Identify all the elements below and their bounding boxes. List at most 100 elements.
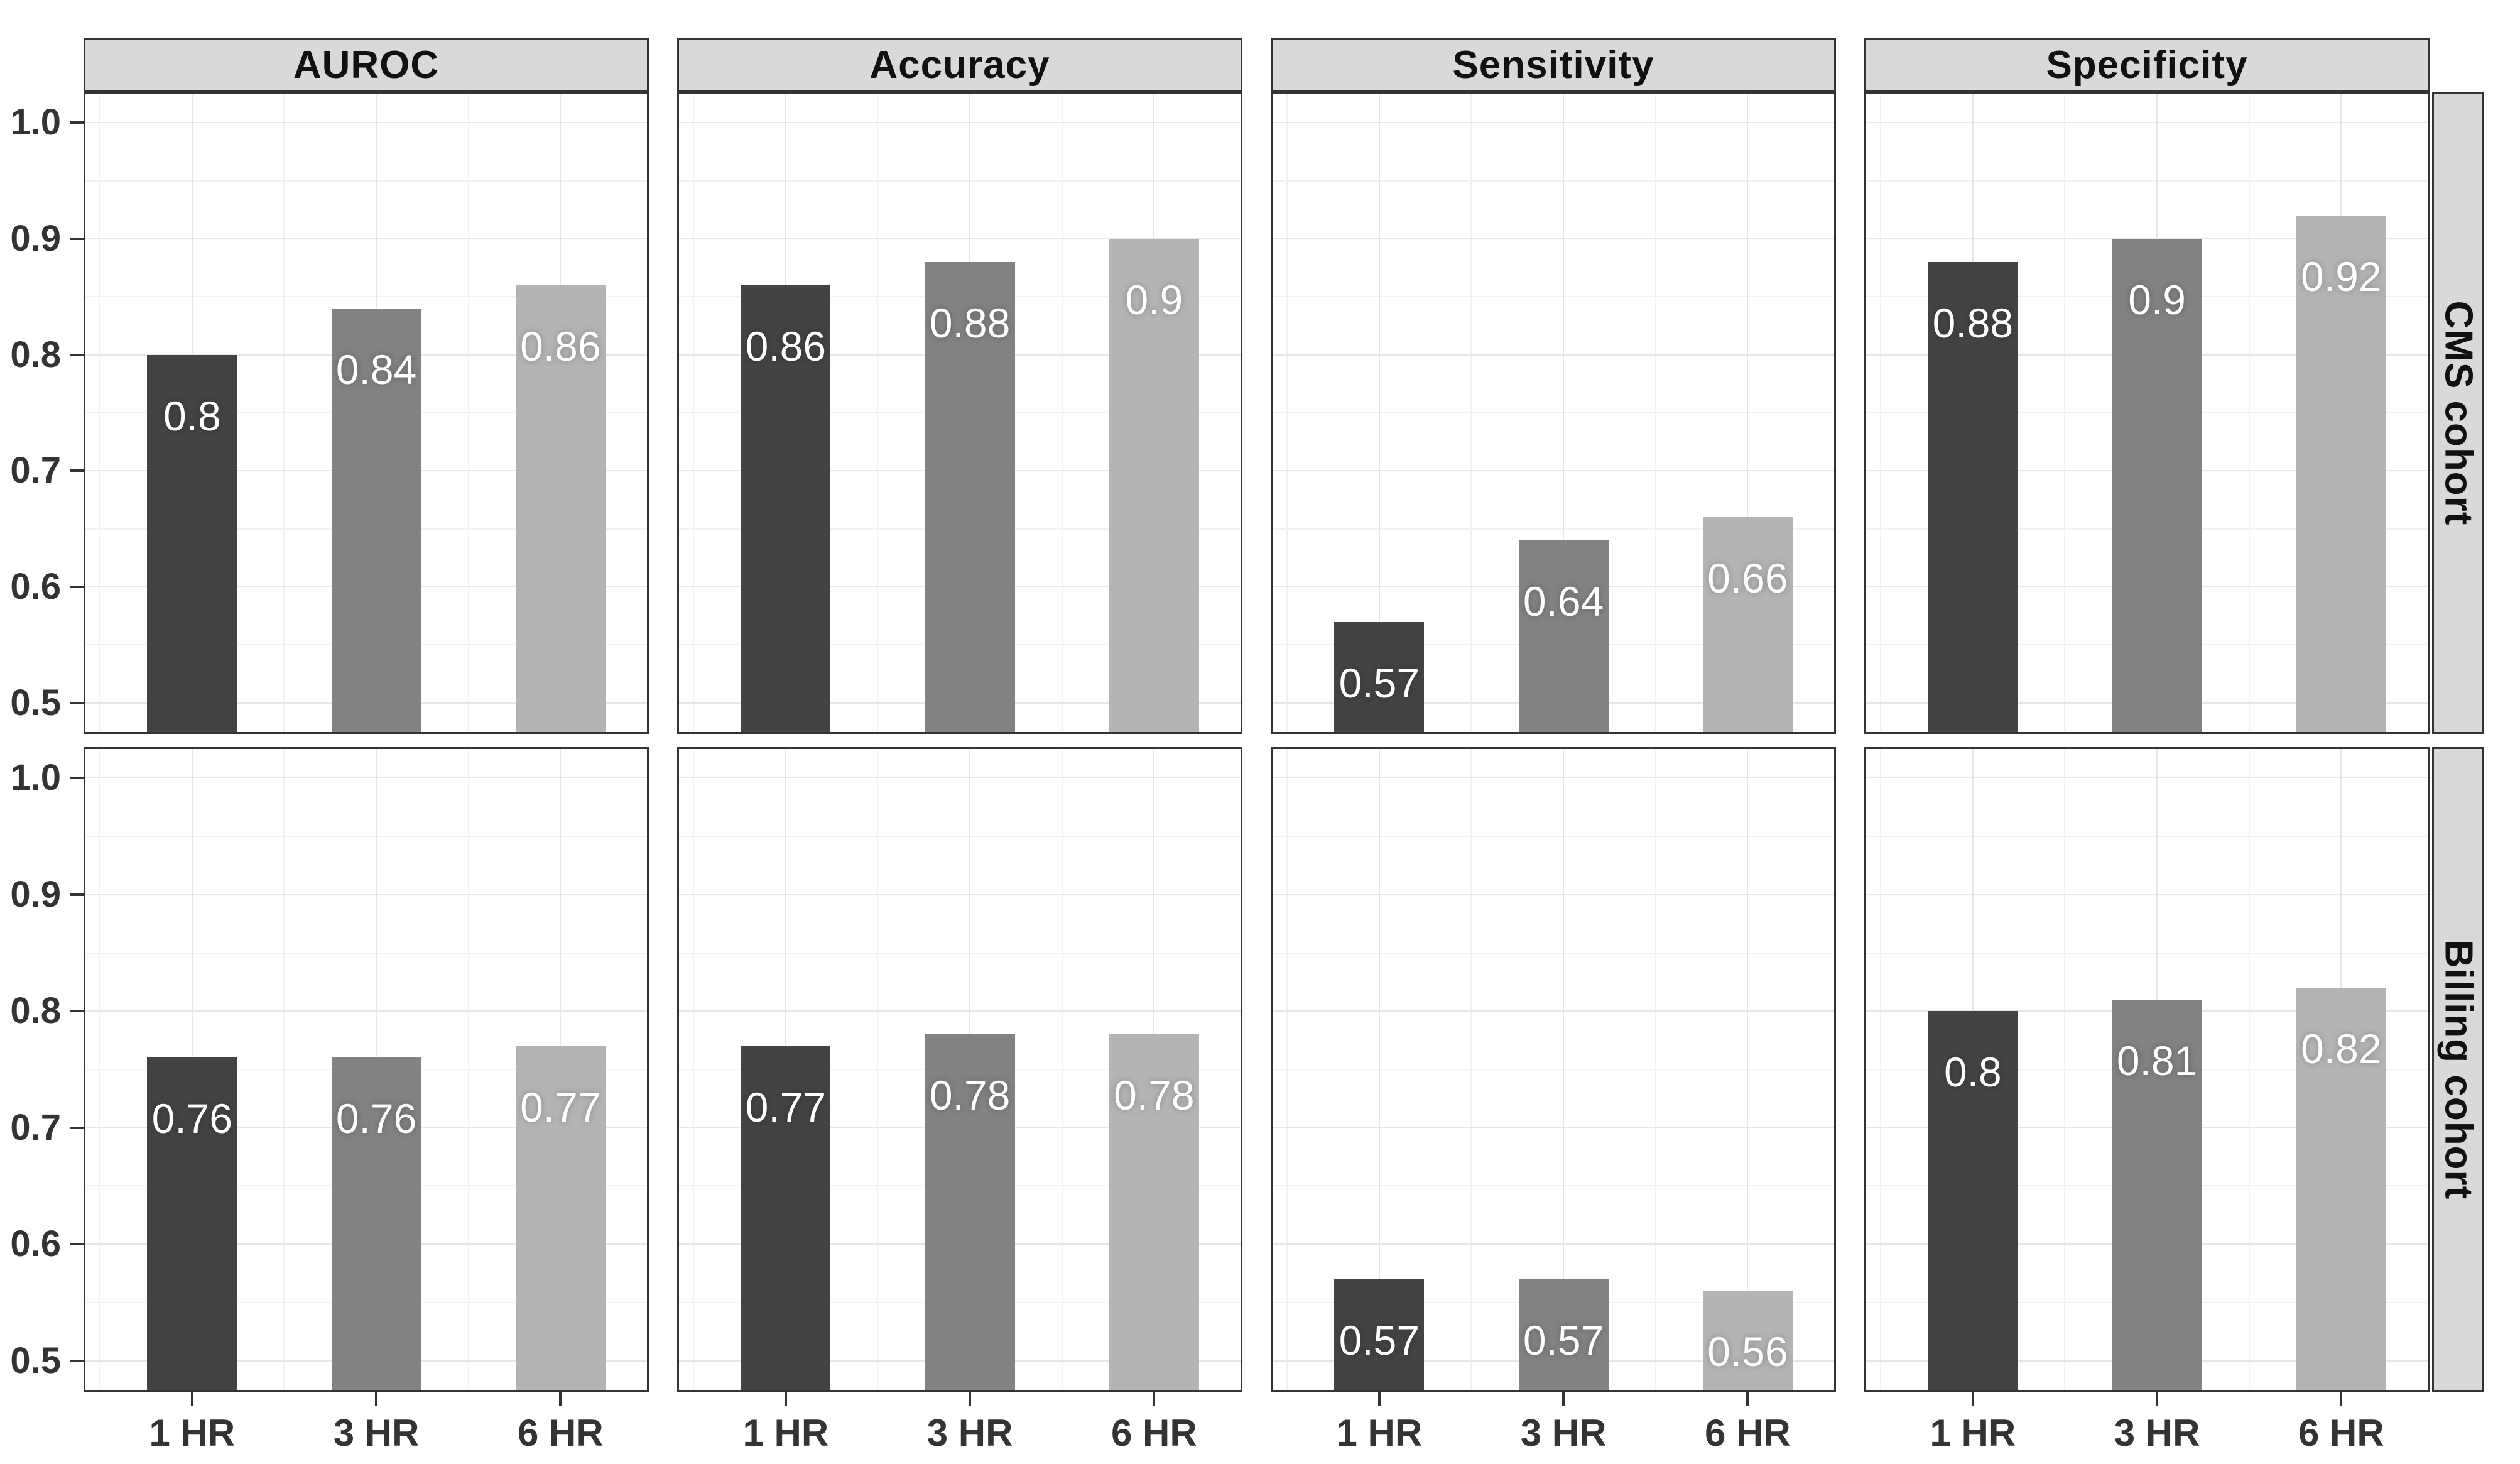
- gridline-major-h: [1273, 470, 1834, 472]
- y-axis-tick-label: 1.0: [10, 102, 61, 143]
- x-axis-tick-label: 6 HR: [2298, 1412, 2384, 1454]
- facet-col-strip-accuracy: Accuracy: [677, 38, 1242, 92]
- gridline-major-h: [1273, 1010, 1834, 1012]
- gridline-minor-v: [877, 749, 879, 1390]
- x-axis-tick: [1153, 1392, 1156, 1406]
- bar-value-label: 0.88: [1932, 299, 2014, 346]
- bar-accuracy-6-hr-billing-cohort: [1109, 1034, 1199, 1390]
- y-axis-tick: [70, 586, 84, 589]
- y-axis-tick-label: 0.5: [10, 1340, 61, 1381]
- y-axis-tick-label: 0.7: [10, 1106, 61, 1148]
- bar-value-label: 0.76: [151, 1095, 233, 1142]
- gridline-major-h: [1273, 1243, 1834, 1245]
- gridline-minor-v: [1654, 94, 1656, 732]
- gridline-major-v: [1747, 749, 1749, 1390]
- gridline-minor-h: [1273, 836, 1834, 838]
- panel-cms-cohort-accuracy: 0.86 0.88 0.9: [677, 92, 1242, 734]
- gridline-major-h: [1273, 122, 1834, 124]
- facet-col-label: Sensitivity: [1452, 43, 1654, 87]
- facet-col-strip-specificity: Specificity: [1864, 38, 2430, 92]
- bar-value-label: 0.78: [1114, 1072, 1195, 1119]
- bar-value-label: 0.56: [1707, 1328, 1788, 1375]
- gridline-minor-v: [877, 94, 879, 732]
- bar-sensitivity-1-hr-billing-cohort: [1334, 1279, 1425, 1390]
- y-axis-tick: [70, 1126, 84, 1129]
- gridline-major-h: [1866, 777, 2428, 779]
- gridline-minor-h: [1273, 296, 1834, 298]
- gridline-minor-v: [283, 749, 285, 1390]
- gridline-major-h: [1273, 238, 1834, 239]
- gridline-minor-h: [1273, 180, 1834, 182]
- x-axis-tick: [1562, 1392, 1565, 1406]
- bar-sensitivity-6-hr-cms-cohort: [1702, 517, 1793, 732]
- gridline-minor-v: [1061, 749, 1063, 1390]
- gridline-minor-h: [679, 836, 1241, 838]
- y-axis-tick: [70, 237, 84, 240]
- bar-value-label: 0.64: [1523, 578, 1604, 625]
- bar-value-label: 0.88: [929, 299, 1011, 346]
- x-axis-tick: [2156, 1392, 2159, 1406]
- bar-value-label: 0.57: [1523, 1316, 1604, 1363]
- gridline-minor-h: [1273, 528, 1834, 530]
- gridline-major-h: [85, 1010, 647, 1012]
- gridline-major-v: [1747, 94, 1749, 732]
- bar-specificity-1-hr-billing-cohort: [1928, 1011, 2018, 1390]
- bar-accuracy-6-hr-cms-cohort: [1109, 238, 1199, 732]
- gridline-major-v: [1563, 94, 1565, 732]
- x-axis-tick-label: 1 HR: [149, 1412, 236, 1454]
- gridline-major-h: [85, 238, 647, 239]
- bar-sensitivity-1-hr-cms-cohort: [1334, 621, 1425, 732]
- panel-cms-cohort-sensitivity: 0.57 0.64 0.66: [1271, 92, 1836, 734]
- gridline-minor-h: [679, 180, 1241, 182]
- x-axis-tick-label: 3 HR: [1520, 1412, 1607, 1454]
- gridline-major-h: [1866, 122, 2428, 124]
- gridline-major-v: [1378, 749, 1380, 1390]
- x-axis-tick-label: 1 HR: [742, 1412, 829, 1454]
- gridline-minor-v: [2064, 749, 2066, 1390]
- y-axis-tick: [70, 1359, 84, 1362]
- gridline-major-h: [679, 238, 1241, 239]
- gridline-minor-v: [99, 749, 101, 1390]
- x-axis-tick-label: 3 HR: [926, 1412, 1013, 1454]
- bar-specificity-3-hr-billing-cohort: [2112, 999, 2202, 1390]
- gridline-major-h: [1273, 354, 1834, 356]
- x-axis-tick-label: 1 HR: [1336, 1412, 1423, 1454]
- bar-value-label: 0.8: [163, 392, 221, 439]
- facet-row-strip-billing-cohort: Billing cohort: [2432, 747, 2484, 1392]
- x-axis-tick-label: 6 HR: [1111, 1412, 1197, 1454]
- bar-value-label: 0.9: [2128, 276, 2186, 323]
- bar-accuracy-3-hr-billing-cohort: [925, 1034, 1015, 1390]
- gridline-minor-h: [1273, 1185, 1834, 1187]
- gridline-minor-v: [2064, 94, 2066, 732]
- x-axis-tick-label: 3 HR: [2114, 1412, 2200, 1454]
- bar-value-label: 0.92: [2301, 253, 2382, 300]
- x-axis-tick-label: 1 HR: [1930, 1412, 2016, 1454]
- gridline-minor-v: [693, 749, 695, 1390]
- gridline-major-h: [679, 1010, 1241, 1012]
- gridline-minor-v: [1880, 94, 1882, 732]
- bar-specificity-6-hr-billing-cohort: [2296, 988, 2386, 1390]
- y-axis-tick: [70, 701, 84, 704]
- gridline-major-v: [1378, 94, 1380, 732]
- bar-sensitivity-3-hr-billing-cohort: [1518, 1279, 1609, 1390]
- gridline-minor-h: [85, 952, 647, 954]
- gridline-minor-v: [1061, 94, 1063, 732]
- gridline-minor-v: [1470, 749, 1472, 1390]
- gridline-minor-v: [1880, 749, 1882, 1390]
- panel-billing-cohort-auroc: 0.76 0.76 0.77: [84, 747, 649, 1392]
- gridline-major-h: [679, 777, 1241, 779]
- gridline-minor-h: [1273, 412, 1834, 413]
- bar-value-label: 0.8: [1943, 1049, 2002, 1096]
- bar-value-label: 0.77: [745, 1083, 827, 1130]
- bar-accuracy-3-hr-cms-cohort: [925, 261, 1015, 732]
- bar-value-label: 0.78: [929, 1072, 1011, 1119]
- bar-auroc-3-hr-billing-cohort: [331, 1057, 421, 1390]
- y-axis-tick: [70, 1010, 84, 1013]
- facet-col-label: AUROC: [293, 43, 440, 87]
- gridline-minor-v: [1286, 94, 1288, 732]
- y-axis-tick-label: 0.7: [10, 450, 61, 491]
- y-axis-tick-label: 0.8: [10, 334, 61, 375]
- bar-auroc-1-hr-cms-cohort: [147, 354, 237, 732]
- bar-value-label: 0.84: [335, 346, 417, 393]
- gridline-major-h: [85, 893, 647, 895]
